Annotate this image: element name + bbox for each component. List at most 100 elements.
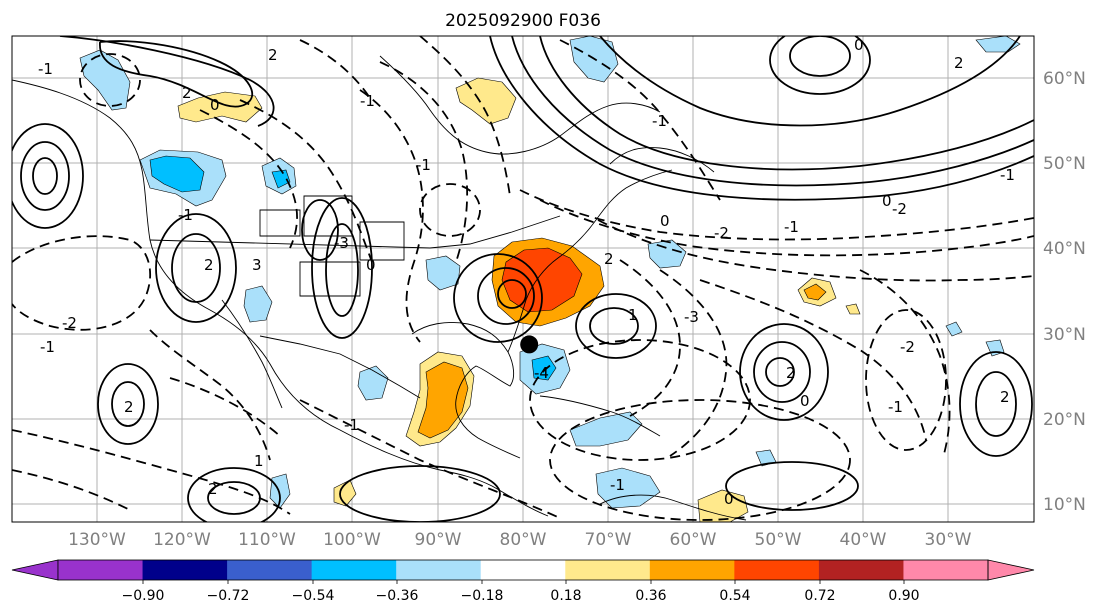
contour-pos-pacific-1	[12, 123, 84, 229]
contour-neg-atl-1	[619, 259, 681, 417]
contour-label: -1	[888, 398, 903, 416]
contour-neg-labrador-1	[559, 39, 721, 201]
lat-label: 40°N	[1043, 239, 1086, 259]
contour-pos-se-2	[477, 267, 535, 325]
colorbar-under-arrow	[11, 559, 59, 581]
contour-pos-offshore-1	[575, 293, 657, 359]
colorbar-tick-label: 0.36	[635, 588, 666, 604]
lon-label: 110°W	[238, 530, 296, 550]
lat-label: 10°N	[1043, 495, 1086, 515]
contour-neg-epac-1	[299, 399, 561, 519]
colorbar-over-arrow	[987, 559, 1035, 581]
contour-pos-caribbean-1	[339, 465, 501, 522]
contour-neg-caribbean-1	[529, 339, 751, 461]
colorbar-tick-label: −0.90	[122, 588, 165, 604]
lat-label: 60°N	[1043, 69, 1086, 89]
shade-pos-midatlantic-core	[803, 283, 827, 301]
contour-pos-plains-1	[311, 197, 373, 339]
colorbar-segment	[734, 560, 820, 580]
contour-label: 0	[660, 212, 670, 230]
contour-label: -1	[610, 476, 625, 494]
contour-pos-pacific-2	[20, 141, 70, 211]
lon-label: 40°W	[840, 530, 887, 550]
contours	[12, 36, 1034, 522]
shade-neg-atlantic	[647, 239, 687, 269]
lon-label: 50°W	[755, 530, 802, 550]
lon-label: 80°W	[500, 530, 547, 550]
colorbar-frame	[57, 559, 989, 581]
shade-pos-yucatan-core	[417, 361, 469, 439]
contour-pos-east-2	[975, 371, 1017, 437]
contour-pos-atl-2	[753, 341, 811, 403]
shade-neg-sw-us	[243, 285, 273, 323]
lon-label: 120°W	[153, 530, 211, 550]
colorbar-segment	[649, 560, 735, 580]
contour-pos-alaska-1	[99, 40, 254, 108]
contour-pos-epac-1	[97, 363, 159, 445]
lon-label: 100°W	[323, 530, 381, 550]
contour-label: 2	[604, 250, 614, 268]
lon-label: 130°W	[68, 530, 126, 550]
contour-neg-jet-3	[597, 219, 1034, 282]
contour-label: 0	[210, 96, 220, 114]
coastline-hudson	[379, 55, 661, 155]
contour-neg-jet-1	[519, 189, 1034, 241]
contour-label: 0	[854, 36, 864, 54]
contour-label: 2	[208, 480, 218, 498]
contour-label: 0	[800, 392, 810, 410]
contour-pos-south-1	[187, 467, 281, 522]
contour-neg-greatlakes	[419, 183, 481, 237]
latitude-labels: 60°N 50°N 40°N 30°N 20°N 10°N	[1043, 69, 1086, 515]
contour-label: 0	[724, 490, 734, 508]
shade-neg-pacific-mx	[269, 473, 291, 509]
contour-label: -1	[416, 156, 431, 174]
contour-labels: -1 2 0 -2 -1 -1 2 -3 -1 0 -1 2 -2 -1 1 2…	[38, 36, 1015, 508]
coastline-gulf	[411, 322, 521, 459]
contour-label: 2	[182, 84, 192, 102]
shade-neg-caribbean	[569, 411, 643, 447]
colorbar-segment	[227, 560, 313, 580]
contour-pos-greenland-2	[789, 36, 851, 77]
shade-neg-pacific-nw	[79, 49, 131, 111]
contour-pos-se-1	[453, 253, 543, 343]
shade-neg-southamerica	[595, 467, 661, 509]
contour-label: -1	[178, 206, 193, 224]
contour-label: -4	[534, 364, 549, 382]
colorbar-segment	[58, 560, 144, 580]
border-us-mexico	[259, 335, 421, 399]
shade-neg-midwest	[425, 255, 461, 291]
map-panel: -1 2 0 -2 -1 -1 2 -3 -1 0 -1 2 -2 -1 1 2…	[11, 35, 1035, 523]
contour-pos-plains-2	[325, 223, 359, 317]
contour-pos-atl-3	[765, 357, 795, 387]
longitude-labels: 130°W 120°W 110°W 100°W 90°W 80°W 70°W 6…	[68, 530, 972, 550]
contour-label: -3	[684, 308, 699, 326]
contour-label: 0	[366, 256, 376, 274]
contour-label: 2	[786, 364, 796, 382]
shade-neg-greenland	[975, 36, 1021, 53]
lat-label: 20°N	[1043, 410, 1086, 430]
contour-neg-rockies-1	[199, 109, 298, 249]
contour-neg-plains-1	[359, 89, 424, 343]
contour-pos-alaska-2	[59, 36, 275, 127]
coastline-east-us	[507, 169, 673, 353]
contour-pos-rockies	[301, 199, 339, 261]
contour-neg-hudson-1	[419, 36, 511, 197]
contour-neg-north-1	[299, 39, 371, 99]
contour-pos-west-1	[155, 213, 237, 323]
contour-neg-atl-4	[859, 269, 951, 455]
border-us-canada	[149, 215, 561, 249]
colorbar-segment	[565, 560, 651, 580]
contour-label: -1	[40, 338, 55, 356]
coastline-cuba	[539, 395, 661, 437]
contour-label: -3	[334, 234, 349, 252]
contour-label: -2	[62, 314, 77, 332]
contour-label: -1	[652, 112, 667, 130]
shade-pos-small	[845, 303, 861, 315]
map-frame	[11, 35, 1035, 523]
lon-label: 60°W	[670, 530, 717, 550]
contour-pos-jet-4	[599, 36, 1021, 127]
shade-pos-hudson	[455, 77, 517, 125]
colorbar-tick-label: 0.72	[804, 588, 835, 604]
colorbar-segment	[142, 560, 228, 580]
